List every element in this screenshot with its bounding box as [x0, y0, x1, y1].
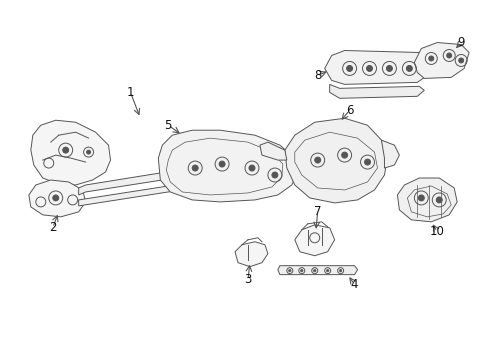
Polygon shape — [330, 84, 424, 98]
Text: 5: 5 — [165, 119, 172, 132]
Text: 10: 10 — [430, 225, 445, 238]
Circle shape — [315, 157, 321, 163]
Polygon shape — [382, 140, 399, 168]
Circle shape — [436, 197, 442, 203]
Text: 6: 6 — [346, 104, 353, 117]
Text: 9: 9 — [457, 36, 465, 49]
Polygon shape — [415, 42, 469, 78]
Circle shape — [219, 161, 225, 167]
Text: 2: 2 — [49, 221, 56, 234]
Circle shape — [367, 66, 372, 71]
Circle shape — [342, 152, 347, 158]
Circle shape — [459, 58, 464, 63]
Polygon shape — [78, 142, 340, 195]
Circle shape — [249, 165, 255, 171]
Circle shape — [87, 150, 91, 154]
Polygon shape — [235, 242, 268, 267]
Circle shape — [447, 53, 452, 58]
Polygon shape — [397, 178, 457, 222]
Polygon shape — [78, 160, 335, 206]
Circle shape — [289, 269, 291, 272]
Text: 4: 4 — [351, 278, 358, 291]
Text: 3: 3 — [245, 273, 252, 286]
Circle shape — [63, 147, 69, 153]
Circle shape — [429, 56, 434, 61]
Circle shape — [387, 66, 392, 71]
Circle shape — [272, 172, 278, 178]
Polygon shape — [278, 266, 358, 275]
Circle shape — [326, 269, 329, 272]
Circle shape — [365, 159, 370, 165]
Polygon shape — [295, 225, 335, 256]
Circle shape — [346, 66, 353, 71]
Text: 1: 1 — [127, 86, 134, 99]
Polygon shape — [285, 118, 388, 203]
Polygon shape — [260, 142, 287, 160]
Polygon shape — [31, 120, 111, 185]
Circle shape — [300, 269, 303, 272]
Polygon shape — [325, 50, 429, 84]
Circle shape — [340, 269, 342, 272]
Circle shape — [53, 195, 59, 201]
Circle shape — [406, 66, 413, 71]
Circle shape — [192, 165, 198, 171]
Polygon shape — [29, 180, 86, 217]
Circle shape — [418, 195, 424, 201]
Circle shape — [314, 269, 316, 272]
Text: 7: 7 — [314, 205, 321, 219]
Polygon shape — [158, 130, 298, 202]
Text: 8: 8 — [314, 69, 321, 82]
